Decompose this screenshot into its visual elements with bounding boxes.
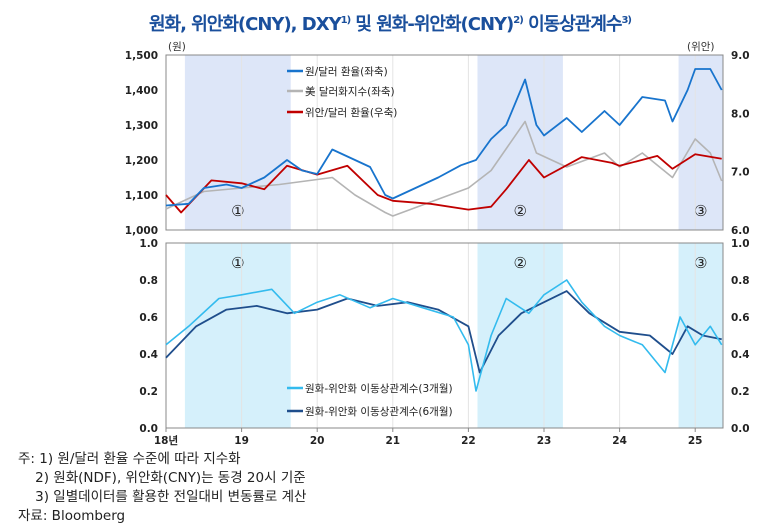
x-tick-label: 18년 xyxy=(154,434,178,447)
left-tick-label: 1,100 xyxy=(125,190,158,202)
bottom-right-tick-label: 0.0 xyxy=(731,423,750,435)
x-tick-label: 23 xyxy=(537,435,552,447)
footnotes: 주: 1) 원/달러 환율 수준에 따라 지수화 2) 원화(NDF), 위안화… xyxy=(18,450,306,526)
bottom-left-tick-label: 1.0 xyxy=(139,238,158,250)
period-label-top: ② xyxy=(513,202,526,220)
period-label-top: ① xyxy=(231,202,244,220)
legend-label: 원화-위안화 이동상관계수(6개월) xyxy=(305,405,453,418)
chart-area: ① ② ③ ① ② ③ 1,000 1,100 1,200 1,300 1,400 1,500 6.0 7… xyxy=(125,40,750,447)
series-cny-line xyxy=(165,153,722,214)
period-label-bottom: ① xyxy=(231,254,244,272)
series-corr3-line xyxy=(165,279,723,392)
period-label-top: ③ xyxy=(694,202,707,220)
period-label-bottom: ③ xyxy=(694,254,707,272)
left-tick-label: 1,500 xyxy=(125,50,158,62)
chart-title: 원화, 위안화(CNY), DXY1) 및 원화-위안화(CNY)2) 이동상관… xyxy=(149,14,632,35)
legend-label: 美 달러화지수(좌축) xyxy=(305,85,395,98)
left-tick-label: 1,200 xyxy=(125,155,158,167)
right-tick-label: 8.0 xyxy=(731,108,750,120)
right-tick-label: 9.0 xyxy=(731,50,750,62)
bottom-right-tick-label: 0.4 xyxy=(731,349,750,361)
left-tick-label: 1,000 xyxy=(125,225,158,237)
left-tick-label: 1,400 xyxy=(125,85,158,97)
x-tick-label: 24 xyxy=(612,435,627,447)
bottom-left-tick-label: 0.4 xyxy=(139,349,158,361)
bottom-left-tick-label: 0.2 xyxy=(139,386,158,398)
series-krw-line xyxy=(165,68,723,207)
bottom-left-tick-label: 0.6 xyxy=(139,312,158,324)
source: 자료: Bloomberg xyxy=(18,508,126,524)
right-tick-label: 6.0 xyxy=(731,225,750,237)
x-tick-label: 22 xyxy=(461,435,476,447)
series-corr6-line xyxy=(165,290,722,374)
shaded-period-bottom xyxy=(184,243,291,428)
bottom-plot-frame xyxy=(165,242,724,429)
bottom-right-tick-label: 0.8 xyxy=(731,275,750,287)
bottom-left-tick-label: 0.0 xyxy=(139,423,158,435)
x-tick-label: 25 xyxy=(688,435,703,447)
bottom-left-tick-label: 0.8 xyxy=(139,275,158,287)
x-tick-label: 19 xyxy=(234,435,249,447)
period-label-bottom: ② xyxy=(513,254,526,272)
legend-label: 위안/달러 환율(우축) xyxy=(305,106,397,119)
x-tick-label: 21 xyxy=(385,435,400,447)
bottom-right-tick-label: 0.6 xyxy=(731,312,750,324)
legend-label: 원화-위안화 이동상관계수(3개월) xyxy=(305,382,453,395)
x-tick-label: 20 xyxy=(310,435,325,447)
note-3: 3) 일별데이터를 활용한 전일대비 변동률로 계산 xyxy=(18,489,307,505)
left-axis-unit: (원) xyxy=(168,41,186,53)
top-plot-frame xyxy=(165,54,724,231)
series-dxy-line xyxy=(165,120,723,217)
bottom-right-tick-label: 1.0 xyxy=(731,238,750,250)
note-1: 주: 1) 원/달러 환율 수준에 따라 지수화 xyxy=(18,451,241,467)
shaded-period-top xyxy=(477,55,563,230)
left-tick-label: 1,300 xyxy=(125,120,158,132)
legend-label: 원/달러 환율(좌축) xyxy=(305,66,388,78)
note-2: 2) 원화(NDF), 위안화(CNY)는 동경 20시 기준 xyxy=(18,470,306,486)
shaded-period-top xyxy=(184,55,291,230)
shaded-period-top xyxy=(678,55,723,230)
right-tick-label: 7.0 xyxy=(731,167,750,179)
right-axis-unit: (위안) xyxy=(687,40,715,53)
bottom-right-tick-label: 0.2 xyxy=(731,386,750,398)
